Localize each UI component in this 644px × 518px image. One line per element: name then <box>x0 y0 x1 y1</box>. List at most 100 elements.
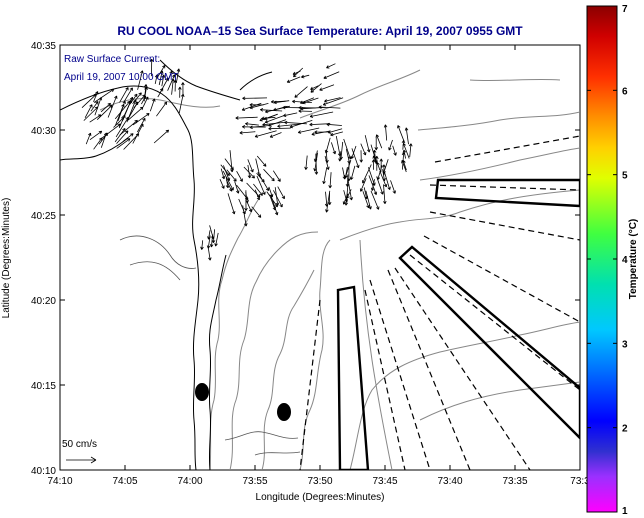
x-tick-label: 73:50 <box>307 476 332 487</box>
current-vector <box>123 133 140 150</box>
current-vector <box>236 171 243 182</box>
current-vector <box>262 121 287 127</box>
current-vector <box>207 230 211 240</box>
current-vector <box>351 148 360 169</box>
x-tick-label: 74:00 <box>177 476 202 487</box>
colorbar-tick-label: 4 <box>622 255 628 266</box>
current-vector <box>89 130 103 141</box>
current-vector <box>235 116 258 120</box>
current-vector <box>268 126 291 131</box>
current-vector <box>127 106 144 121</box>
current-vector <box>327 192 332 205</box>
current-vector <box>90 101 99 112</box>
current-vector <box>100 132 108 148</box>
current-vector <box>249 103 264 107</box>
current-vector <box>324 155 330 170</box>
current-vector <box>121 99 132 122</box>
current-vector <box>404 127 409 145</box>
current-vector <box>322 167 328 185</box>
current-vector <box>224 158 234 171</box>
current-vector <box>272 170 281 182</box>
current-vector <box>344 184 349 206</box>
current-vector <box>137 70 144 90</box>
current-vector <box>273 190 283 208</box>
y-tick-label: 40:35 <box>31 41 56 52</box>
current-vector <box>324 97 341 103</box>
current-vector <box>273 105 288 112</box>
current-vector <box>284 120 307 125</box>
colorbar-tick-label: 1 <box>622 506 628 517</box>
current-vector <box>119 87 129 103</box>
current-vector <box>362 191 370 209</box>
current-vector <box>266 191 278 208</box>
chart-title: RU COOL NOAA–15 Sea Surface Temperature:… <box>117 24 523 38</box>
x-axis-ticks: 74:10 74:05 74:00 73:55 73:50 73:45 73:40 73:35… <box>47 45 590 487</box>
current-vector <box>270 99 286 104</box>
current-vector <box>264 114 278 121</box>
x-tick-label: 73:45 <box>372 476 397 487</box>
scale-label: 50 cm/s <box>62 439 97 450</box>
current-vector <box>167 74 176 91</box>
current-vector <box>254 130 277 138</box>
current-vector <box>342 167 347 180</box>
radial-lines <box>299 135 580 470</box>
x-tick-label: 73:55 <box>242 476 267 487</box>
current-vector <box>156 101 168 117</box>
current-vector <box>382 164 386 176</box>
current-vector <box>207 246 212 261</box>
current-vector <box>339 141 344 160</box>
current-vector <box>300 106 326 111</box>
surface-current-vectors <box>81 58 413 261</box>
bathymetry-contours <box>99 69 580 470</box>
current-vector <box>225 177 230 189</box>
colorbar-tick-label: 7 <box>622 4 628 15</box>
current-vector <box>350 165 356 180</box>
current-vector <box>107 95 118 118</box>
scale-arrow <box>66 456 97 464</box>
current-vector <box>132 113 150 126</box>
colorbar-tick-label: 6 <box>622 86 628 97</box>
current-vector <box>323 71 340 79</box>
current-vector <box>227 193 236 215</box>
current-vector <box>137 117 146 133</box>
current-vector <box>93 91 99 103</box>
current-vector <box>253 183 263 196</box>
coastline <box>60 59 273 470</box>
current-vector <box>310 83 322 93</box>
current-vector <box>319 84 335 91</box>
current-vector <box>234 181 240 194</box>
y-axis-ticks: 40:35 40:30 40:25 40:20 40:15 40:10 <box>31 41 580 477</box>
y-tick-label: 40:15 <box>31 381 56 392</box>
current-vector <box>388 139 393 151</box>
current-vector <box>178 93 185 113</box>
current-vector <box>328 172 332 189</box>
current-vector <box>343 138 352 160</box>
transect-box-south <box>336 285 370 470</box>
current-vector <box>167 70 173 82</box>
current-vector <box>379 158 383 173</box>
current-vector <box>311 130 331 136</box>
current-vector <box>256 155 267 167</box>
current-vector <box>238 198 246 215</box>
current-vector <box>370 190 380 210</box>
current-vector <box>375 134 383 149</box>
current-vector <box>362 164 372 184</box>
current-vector <box>374 136 379 151</box>
current-vector <box>209 225 215 240</box>
current-vector <box>360 143 367 156</box>
current-vector <box>359 178 367 192</box>
current-vector <box>322 97 344 106</box>
buoy-marker-east <box>277 403 291 421</box>
current-vector <box>246 201 253 213</box>
current-vector <box>94 97 103 116</box>
current-vector <box>402 149 407 159</box>
x-tick-label: 74:05 <box>112 476 137 487</box>
current-vector <box>226 169 237 182</box>
current-vector <box>364 135 371 153</box>
current-vector <box>371 159 376 170</box>
current-vector <box>157 87 164 98</box>
current-vector <box>347 178 353 201</box>
current-vector <box>297 127 320 134</box>
current-vector <box>313 150 318 162</box>
